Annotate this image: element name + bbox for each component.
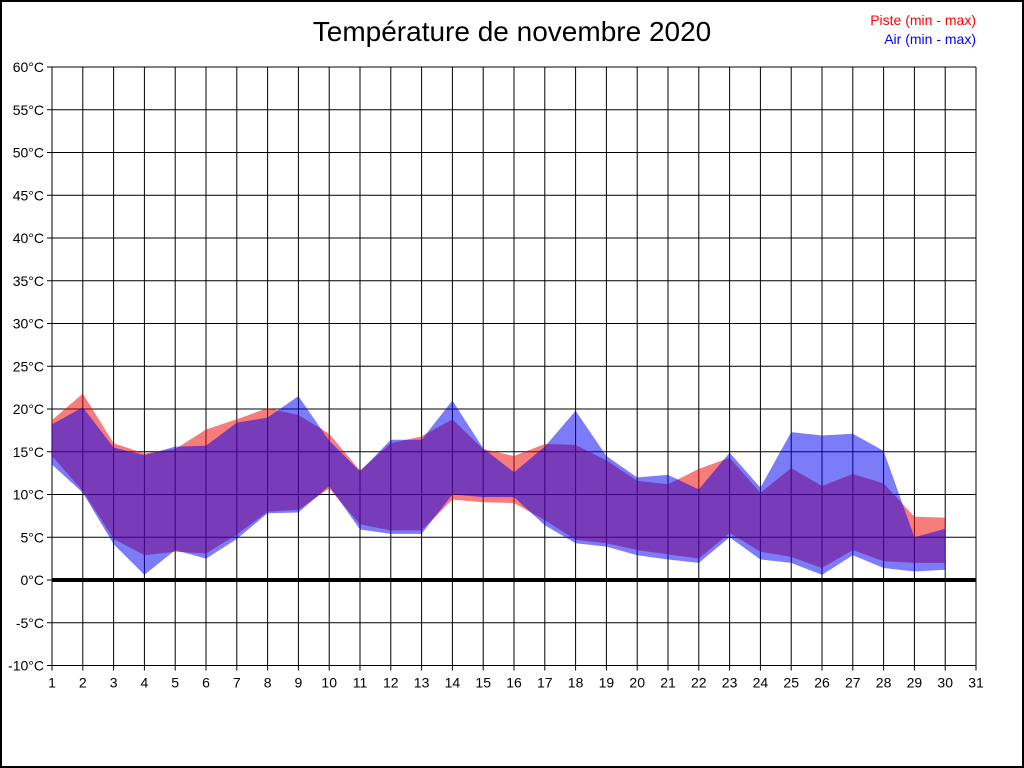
x-tick-label: 11: [353, 675, 368, 691]
x-tick-label: 12: [383, 675, 399, 691]
x-tick-label: 10: [321, 675, 337, 691]
axis-labels: 60°C55°C50°C45°C40°C35°C30°C25°C20°C15°C…: [8, 59, 984, 691]
x-tick-label: 20: [629, 675, 645, 691]
air-band: [52, 396, 946, 575]
x-tick-label: 1: [48, 675, 56, 691]
x-tick-label: 9: [295, 675, 303, 691]
y-tick-label: -5°C: [16, 615, 44, 631]
x-tick-label: 5: [171, 675, 179, 691]
x-tick-label: 18: [568, 675, 584, 691]
y-tick-label: 55°C: [13, 102, 44, 118]
y-tick-label: 45°C: [13, 187, 44, 203]
y-tick-label: -10°C: [8, 658, 44, 674]
legend-air: Air (min - max): [884, 31, 976, 47]
chart-legend: Piste (min - max) Air (min - max): [870, 11, 976, 49]
y-tick-label: 20°C: [13, 401, 44, 417]
grid: [51, 66, 977, 666]
y-tick-label: 10°C: [13, 487, 44, 503]
x-tick-label: 21: [660, 675, 676, 691]
x-tick-label: 25: [783, 675, 799, 691]
x-tick-label: 28: [876, 675, 892, 691]
y-tick-label: 5°C: [21, 529, 45, 545]
x-tick-label: 16: [506, 675, 522, 691]
x-tick-label: 17: [537, 675, 553, 691]
x-tick-label: 13: [414, 675, 430, 691]
y-tick-label: 60°C: [13, 59, 44, 75]
axis-ticks: [47, 66, 977, 671]
y-tick-label: 0°C: [21, 572, 45, 588]
x-tick-label: 7: [233, 675, 241, 691]
x-tick-label: 8: [264, 675, 272, 691]
bands: [52, 393, 946, 575]
x-tick-label: 22: [691, 675, 707, 691]
y-tick-label: 40°C: [13, 230, 44, 246]
x-tick-label: 19: [599, 675, 615, 691]
x-tick-label: 23: [722, 675, 738, 691]
x-tick-label: 30: [937, 675, 953, 691]
y-tick-label: 50°C: [13, 145, 44, 161]
x-tick-label: 31: [968, 675, 984, 691]
x-tick-label: 29: [907, 675, 923, 691]
x-tick-label: 24: [753, 675, 769, 691]
chart-title: Température de novembre 2020: [312, 16, 712, 47]
x-tick-label: 26: [814, 675, 830, 691]
x-tick-label: 3: [110, 675, 118, 691]
y-tick-label: 35°C: [13, 273, 44, 289]
x-tick-label: 15: [475, 675, 491, 691]
y-tick-label: 30°C: [13, 316, 44, 332]
x-tick-label: 27: [845, 675, 861, 691]
x-tick-label: 2: [79, 675, 87, 691]
y-tick-label: 15°C: [13, 444, 44, 460]
x-tick-label: 4: [141, 675, 149, 691]
x-tick-label: 14: [445, 675, 461, 691]
y-tick-label: 25°C: [13, 358, 44, 374]
legend-piste: Piste (min - max): [870, 12, 976, 28]
x-tick-label: 6: [202, 675, 210, 691]
